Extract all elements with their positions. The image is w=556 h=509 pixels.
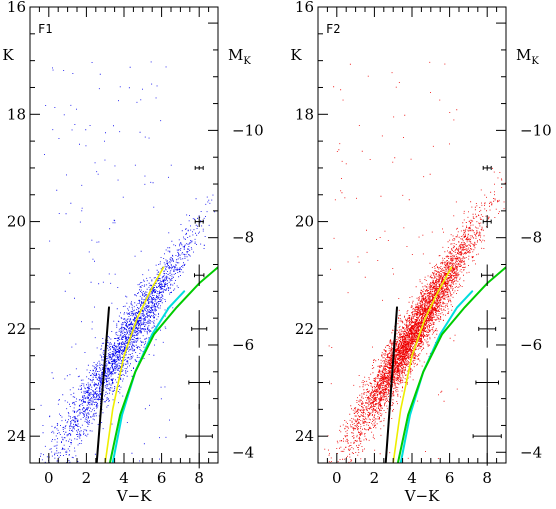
error-bar <box>482 165 492 171</box>
y2-axis-title-subscript: K <box>531 56 539 67</box>
y-axis-title: K <box>2 46 14 64</box>
y2-tick-label: −6 <box>520 336 542 354</box>
y-tick-label: 24 <box>295 427 314 445</box>
error-bar <box>475 358 499 407</box>
y2-tick-label: −10 <box>232 121 264 139</box>
x-tick-label: 4 <box>119 469 129 487</box>
y-tick-label: 18 <box>7 105 26 123</box>
model-line-2 <box>399 290 474 463</box>
x-tick-label: 2 <box>370 469 380 487</box>
star-points <box>324 61 506 463</box>
error-bar <box>194 264 205 286</box>
y-axis-title: K <box>290 46 302 64</box>
y2-tick-label: −10 <box>520 121 552 139</box>
y2-axis-title: MK <box>516 46 539 67</box>
x-tick-label: 6 <box>445 469 455 487</box>
model-line-0 <box>95 306 110 463</box>
error-bar <box>482 215 492 229</box>
y-tick-label: 22 <box>295 320 314 338</box>
y2-axis-title-subscript: K <box>243 56 251 67</box>
plot-frame <box>317 6 507 464</box>
model-line-3 <box>396 266 506 463</box>
y-tick-label: 24 <box>7 427 26 445</box>
y-tick-label: 16 <box>7 0 26 16</box>
model-line-2 <box>111 290 186 463</box>
error-bar <box>478 310 497 348</box>
model-line-1 <box>104 266 165 463</box>
x-tick-label: 4 <box>407 469 417 487</box>
y2-tick-label: −8 <box>520 229 542 247</box>
y2-tick-label: −8 <box>232 229 254 247</box>
error-bar <box>194 165 204 170</box>
x-tick-label: 8 <box>194 469 204 487</box>
y2-axis-title: MK <box>228 46 251 67</box>
panel-label: F1 <box>38 22 52 36</box>
model-line-0 <box>384 306 398 463</box>
y-tick-label: 16 <box>295 0 314 16</box>
star-points <box>40 61 216 463</box>
y2-tick-label: −6 <box>232 336 254 354</box>
error-bar <box>191 310 208 348</box>
y-tick-label: 22 <box>7 320 26 338</box>
x-tick-label: 8 <box>482 469 492 487</box>
error-bar <box>481 264 494 286</box>
x-tick-label: 0 <box>332 469 342 487</box>
plot-frame <box>29 6 219 464</box>
error-bar <box>194 216 204 227</box>
y-tick-label: 18 <box>295 105 314 123</box>
y2-tick-label: −4 <box>232 443 254 461</box>
x-tick-label: 6 <box>157 469 167 487</box>
y-tick-label: 20 <box>7 213 26 231</box>
y-tick-label: 20 <box>295 213 314 231</box>
y2-tick-label: −4 <box>520 443 542 461</box>
model-line-3 <box>108 266 218 463</box>
x-axis-title: V−K <box>404 487 440 505</box>
x-axis-title: V−K <box>116 487 152 505</box>
x-tick-label: 0 <box>44 469 54 487</box>
x-tick-label: 2 <box>82 469 92 487</box>
panel-label: F2 <box>326 22 340 36</box>
error-bar <box>188 355 211 410</box>
model-line-1 <box>392 266 453 463</box>
